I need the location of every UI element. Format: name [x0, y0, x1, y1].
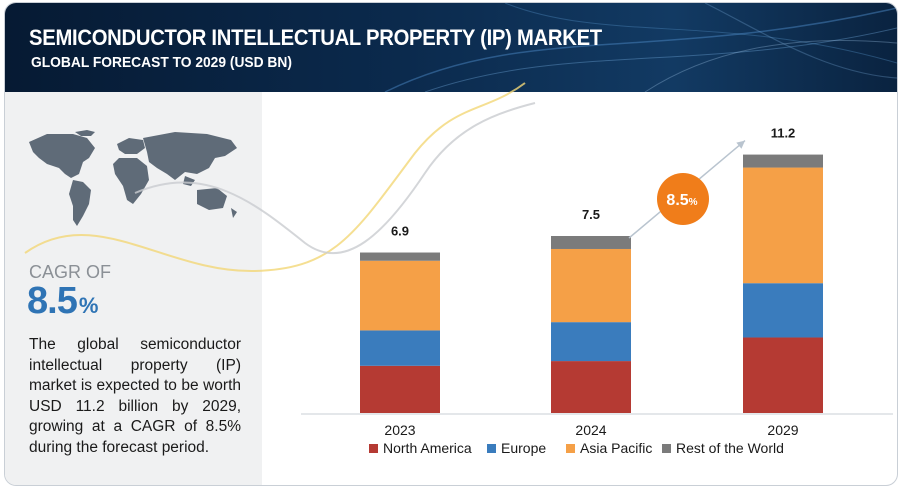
x-tick-label-2023: 2023 [384, 422, 415, 438]
bar-total-label-2023: 6.9 [391, 224, 409, 239]
page-title: SEMICONDUCTOR INTELLECTUAL PROPERTY (IP)… [29, 25, 602, 50]
market-description: The global semiconductor intellectual pr… [29, 336, 241, 456]
legend-swatch [369, 443, 378, 453]
cagr-bubble [657, 173, 709, 225]
legend-label: North America [383, 440, 472, 456]
cagr-number: 8.5 [27, 280, 78, 322]
bars-layer [360, 154, 823, 413]
page-subtitle: GLOBAL FORECAST TO 2029 (USD BN) [31, 54, 292, 71]
light-streaks-decoration [384, 3, 897, 92]
legend-item-north-america: North America [369, 440, 472, 456]
bar-segment-rest-of-the-world-2029 [743, 154, 823, 168]
header-banner: SEMICONDUCTOR INTELLECTUAL PROPERTY (IP)… [5, 3, 897, 92]
legend-swatch [487, 443, 496, 453]
legend-item-rest-of-the-world: Rest of the World [662, 440, 784, 456]
cagr-value: 8.5% [27, 280, 99, 323]
cagr-label: CAGR OF [29, 262, 112, 282]
bar-segment-asia-pacific-2029 [743, 167, 823, 284]
bar-segment-rest-of-the-world-2024 [551, 236, 631, 249]
bar-segment-europe-2023 [360, 330, 440, 366]
cagr-percent-sign: % [78, 293, 99, 318]
cagr-callout: 8.5% [628, 140, 746, 239]
bar-segment-europe-2029 [743, 283, 823, 338]
x-tick-label-2024: 2024 [575, 422, 606, 438]
legend-swatch [566, 443, 575, 453]
bar-segment-north-america-2024 [551, 361, 631, 413]
world-map-icon [29, 130, 237, 226]
bar-segment-asia-pacific-2024 [551, 248, 631, 323]
legend-label: Asia Pacific [580, 440, 653, 456]
legend-label: Europe [501, 440, 547, 456]
bar-segment-rest-of-the-world-2023 [360, 252, 440, 261]
labels-layer: 6.9 2023 7.5 2024 11.2 2029 [384, 126, 798, 438]
cagr-bubble-text: 8.5% [666, 192, 697, 209]
decorative-wave-gray [134, 102, 536, 255]
stacked-bar-chart: 6.9 2023 7.5 2024 11.2 2029 8.5% [24, 82, 893, 438]
infographic-card: SEMICONDUCTOR INTELLECTUAL PROPERTY (IP)… [4, 2, 898, 486]
bar-segment-north-america-2023 [360, 365, 440, 413]
legend-label: Rest of the World [676, 440, 784, 456]
bar-total-label-2029: 11.2 [771, 126, 796, 141]
legend-item-europe: Europe [487, 440, 546, 456]
bar-segment-asia-pacific-2023 [360, 260, 440, 331]
decorative-wave-yellow [24, 82, 526, 273]
cagr-arrow-head [736, 140, 745, 149]
x-tick-label-2029: 2029 [767, 422, 798, 438]
bar-total-label-2024: 7.5 [582, 207, 600, 222]
bar-segment-north-america-2029 [743, 337, 823, 413]
legend-swatch [662, 443, 671, 453]
bar-segment-europe-2024 [551, 322, 631, 362]
legend-item-asia-pacific: Asia Pacific [566, 440, 652, 456]
summary-panel: CAGR OF 8.5% The global semiconductor in… [5, 92, 262, 485]
